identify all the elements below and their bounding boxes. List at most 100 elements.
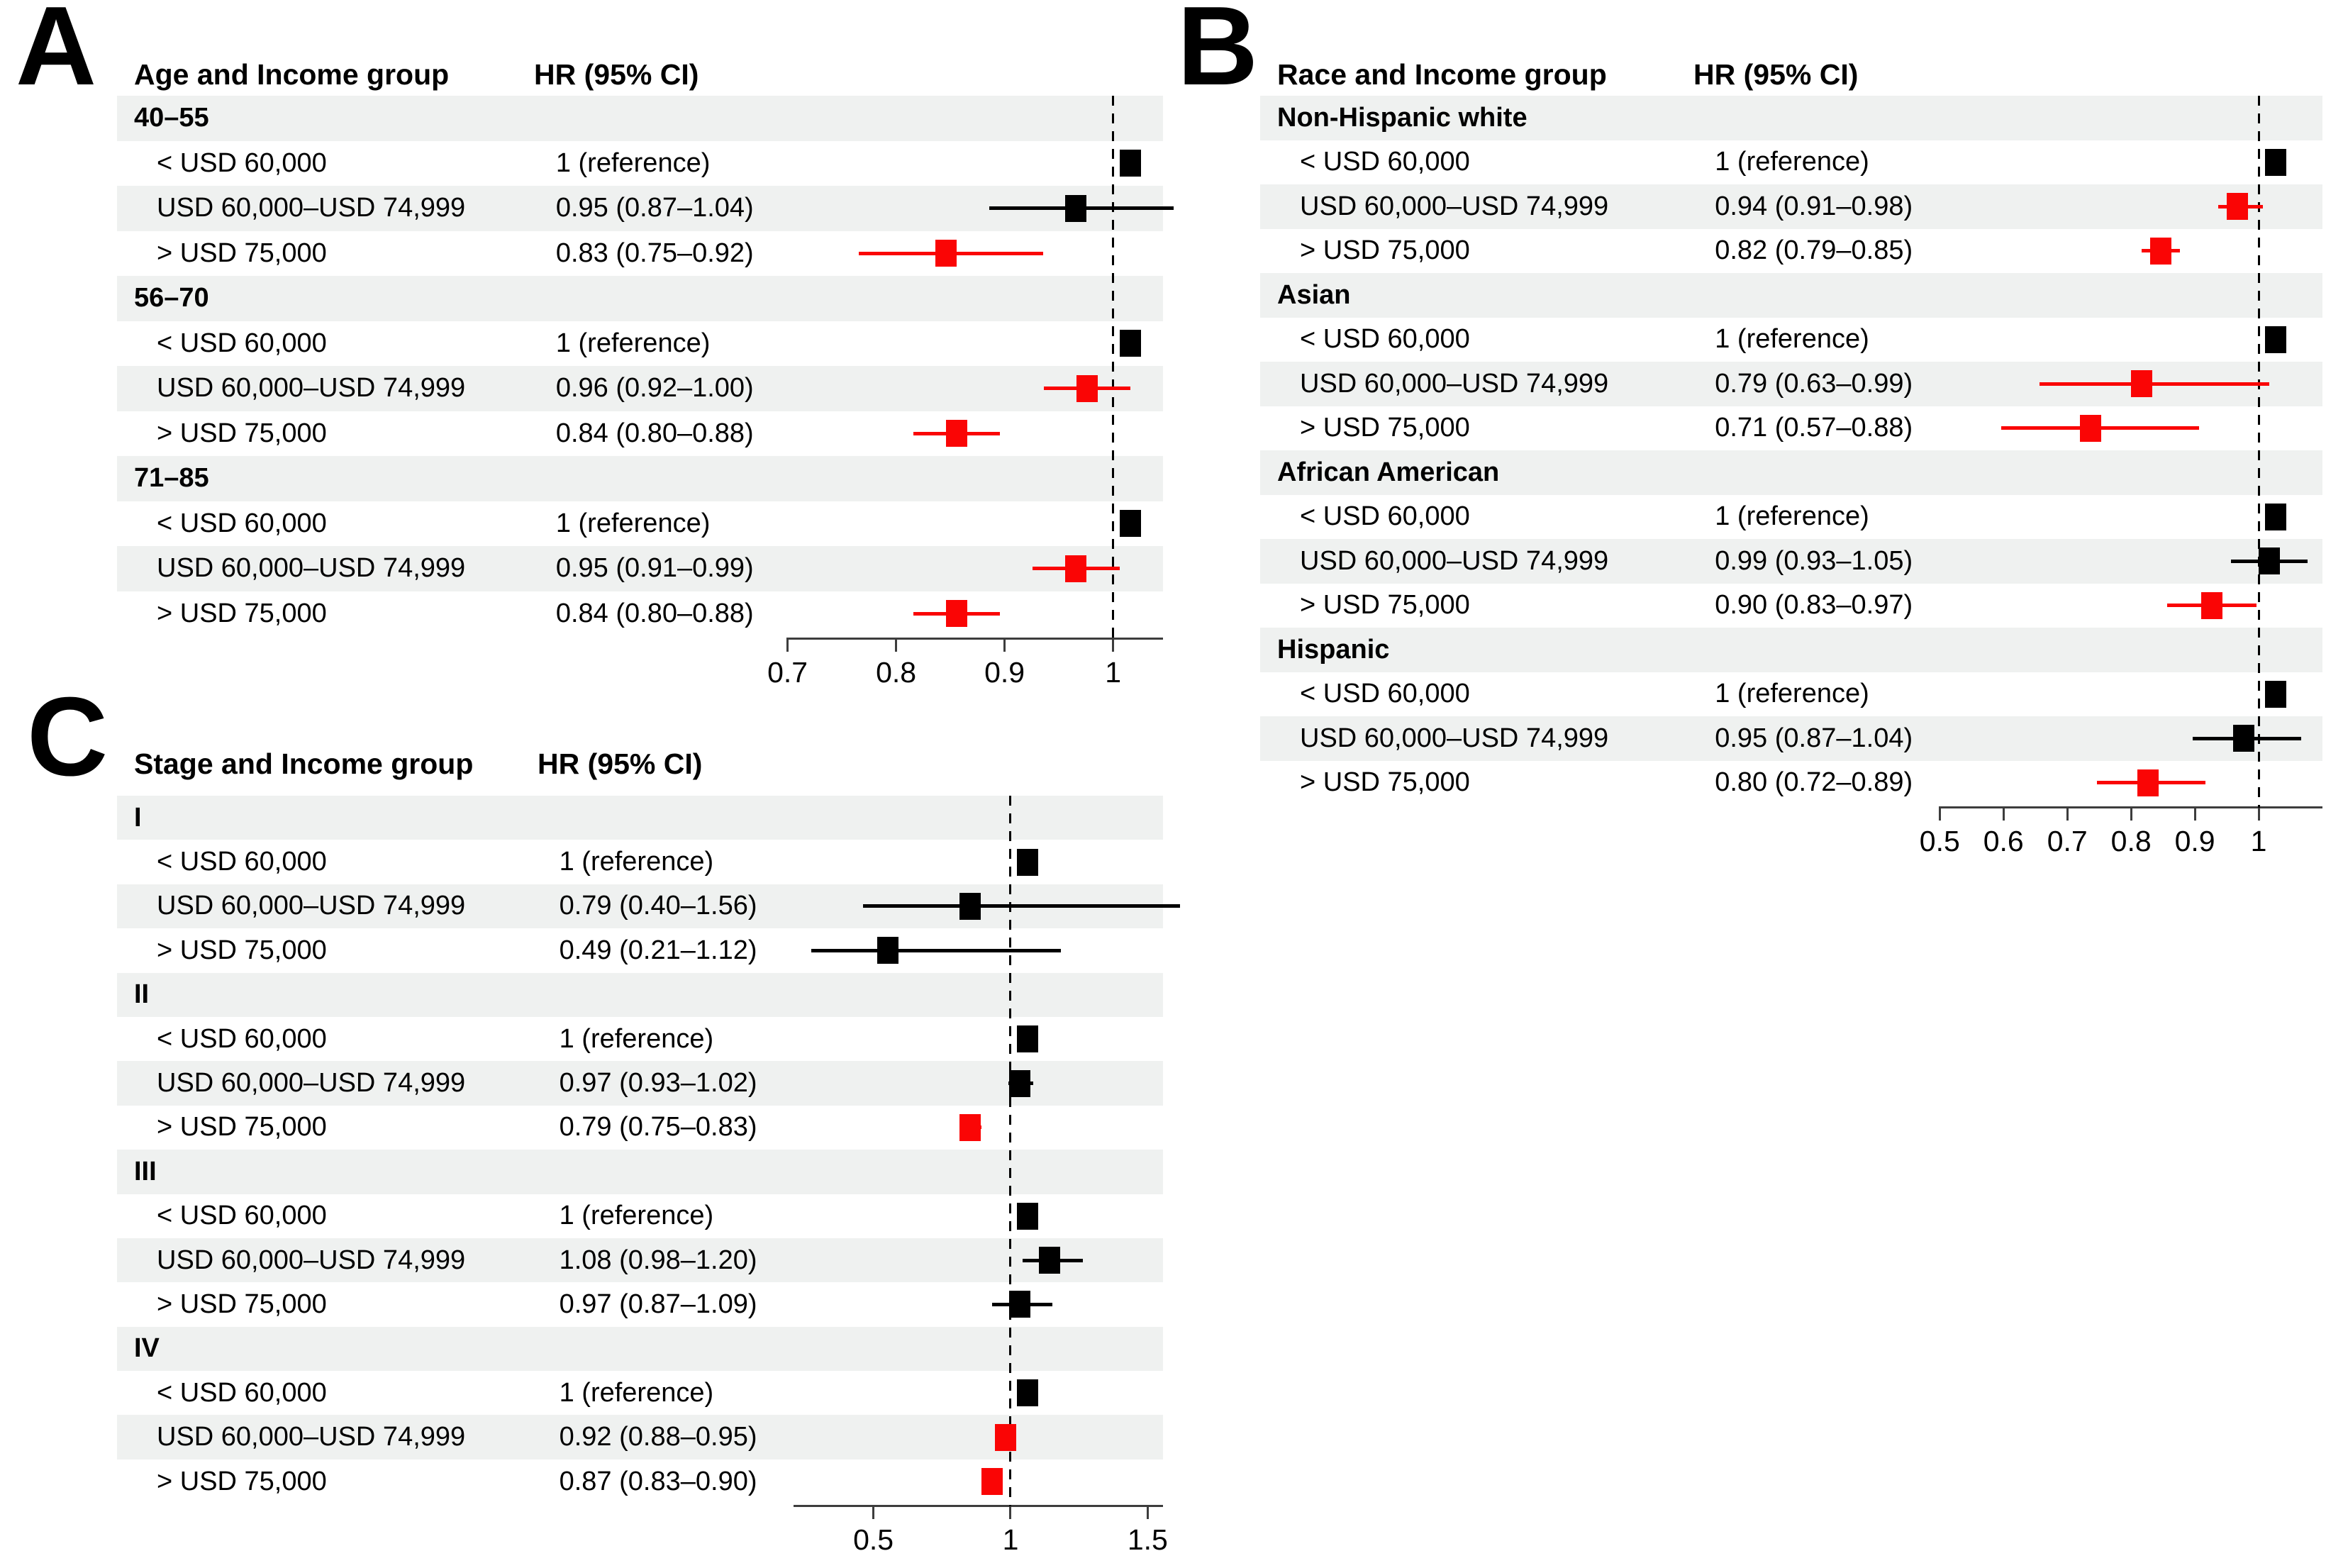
ci-line: [863, 904, 1181, 908]
row-label: USD 60,000–USD 74,999: [157, 1245, 466, 1275]
axis-tick-label: 1: [2250, 825, 2267, 857]
hr-marker: [2137, 769, 2159, 796]
row-label: USD 60,000–USD 74,999: [1300, 191, 1609, 221]
forest-row: < USD 60,000 1 (reference): [117, 141, 1163, 187]
row-label: < USD 60,000: [157, 1377, 327, 1408]
row-label: > USD 75,000: [157, 418, 327, 448]
axis-tick: [1003, 638, 1006, 652]
plot-cell: [783, 1061, 1163, 1105]
plot-cell: [774, 1327, 1163, 1371]
hr-value: 0.97 (0.87–1.09): [559, 1289, 757, 1319]
hr-value: 0.94 (0.91–0.98): [1715, 191, 1913, 221]
hr-marker: [946, 600, 968, 628]
plot-cell: [783, 1415, 1163, 1459]
plot-cell: [783, 1238, 1163, 1282]
row-label: USD 60,000–USD 74,999: [157, 891, 466, 921]
hr-marker: [981, 1468, 1003, 1496]
forest-row: > USD 75,000 0.90 (0.83–0.97): [1260, 584, 2322, 628]
panel-c-title: Stage and Income group: [134, 747, 474, 780]
hr-value: [540, 796, 774, 840]
forest-row: < USD 60,000 1 (reference): [117, 1371, 1163, 1415]
forest-row: USD 60,000–USD 74,999 0.97 (0.93–1.02): [117, 1061, 1163, 1106]
plot-cell: [783, 591, 1163, 637]
hr-value: 0.84 (0.80–0.88): [555, 598, 754, 628]
row-label: USD 60,000–USD 74,999: [1300, 723, 1609, 753]
group-label: Non-Hispanic white: [1277, 102, 1528, 133]
plot-cell: [1946, 140, 2322, 185]
axis-tick: [2257, 806, 2260, 821]
forest-row: < USD 60,000 1 (reference): [1260, 672, 2322, 717]
forest-row: > USD 75,000 0.49 (0.21–1.12): [117, 928, 1163, 972]
hr-value: [540, 1150, 774, 1194]
hr-marker: [959, 1113, 981, 1141]
hr-value: [536, 456, 774, 501]
forest-row: USD 60,000–USD 74,999 0.95 (0.87–1.04): [117, 186, 1174, 231]
ci-line: [2039, 382, 2269, 386]
group-row: 71–85: [117, 456, 1163, 501]
panel-b-hr-header: HR (95% CI): [1693, 58, 1859, 91]
axis-tick-label: 0.8: [876, 656, 917, 689]
forest-row: < USD 60,000 1 (reference): [1260, 495, 2322, 540]
row-label: USD 60,000–USD 74,999: [157, 373, 466, 404]
row-label: < USD 60,000: [1300, 147, 1470, 177]
axis-tick: [2130, 806, 2132, 821]
hr-value: 0.95 (0.87–1.04): [555, 193, 754, 223]
row-label: < USD 60,000: [1300, 679, 1470, 709]
axis-tick: [1112, 638, 1115, 652]
hr-marker: [1008, 1069, 1030, 1097]
hr-value: 1 (reference): [1715, 324, 1869, 355]
row-label: < USD 60,000: [157, 1201, 327, 1231]
plot-cell: [1946, 406, 2322, 451]
forest-row: USD 60,000–USD 74,999 0.94 (0.91–0.98): [1260, 184, 2322, 229]
plot-cell: [783, 1282, 1163, 1326]
plot-cell: [1946, 672, 2322, 717]
forest-row: > USD 75,000 0.79 (0.75–0.83): [117, 1106, 1163, 1150]
group-row: African American: [1260, 450, 2322, 495]
reference-marker: [2264, 503, 2286, 530]
axis-tick: [872, 1505, 875, 1520]
hr-value: 0.84 (0.80–0.88): [555, 418, 754, 448]
hr-value: [540, 973, 774, 1017]
hr-marker: [2200, 591, 2222, 619]
axis-tick: [1938, 806, 1941, 821]
group-label: 71–85: [134, 463, 209, 494]
forest-row: < USD 60,000 1 (reference): [117, 501, 1163, 547]
reference-marker: [1017, 1202, 1039, 1230]
plot-cell: [774, 456, 1163, 501]
plot-cell: [774, 1150, 1163, 1194]
group-row: 56–70: [117, 276, 1163, 321]
hr-marker: [1008, 1291, 1030, 1318]
group-row: II: [117, 972, 1163, 1017]
hr-value: 1 (reference): [1715, 147, 1869, 177]
reference-marker: [2264, 148, 2286, 176]
group-label: 56–70: [134, 283, 209, 313]
reference-marker: [2264, 326, 2286, 353]
row-label: > USD 75,000: [157, 598, 327, 628]
plot-cell: [783, 501, 1163, 547]
axis-tick-label: 1: [1105, 656, 1122, 689]
forest-row: > USD 75,000 0.80 (0.72–0.89): [1260, 761, 2322, 806]
forest-row: < USD 60,000 1 (reference): [117, 321, 1163, 367]
hr-marker: [2079, 414, 2101, 442]
axis-tick-label: 0.9: [2174, 825, 2215, 857]
forest-row: < USD 60,000 1 (reference): [1260, 318, 2322, 362]
hr-marker: [2258, 547, 2280, 575]
forest-row: USD 60,000–USD 74,999 0.79 (0.63–0.99): [1260, 362, 2322, 406]
plot-cell: [1937, 450, 2322, 495]
plot-cell: [783, 928, 1163, 972]
hr-marker: [2130, 370, 2152, 398]
group-label: Asian: [1277, 279, 1351, 310]
plot-cell: [1946, 584, 2322, 628]
hr-value: 1 (reference): [559, 1023, 714, 1054]
forest-row: > USD 75,000 0.87 (0.83–0.90): [117, 1459, 1163, 1503]
hr-value: 0.95 (0.87–1.04): [1715, 723, 1913, 753]
group-label: I: [134, 802, 142, 833]
hr-value: [1696, 450, 1937, 495]
hr-value: 1 (reference): [555, 148, 711, 178]
axis-tick: [1009, 1505, 1012, 1520]
forest-row: USD 60,000–USD 74,999 0.95 (0.91–0.99): [117, 546, 1163, 591]
hr-value: 1 (reference): [555, 328, 711, 358]
axis-tick-label: 0.7: [767, 656, 808, 689]
plot-cell: [1946, 229, 2322, 274]
plot-cell: [1946, 539, 2322, 584]
